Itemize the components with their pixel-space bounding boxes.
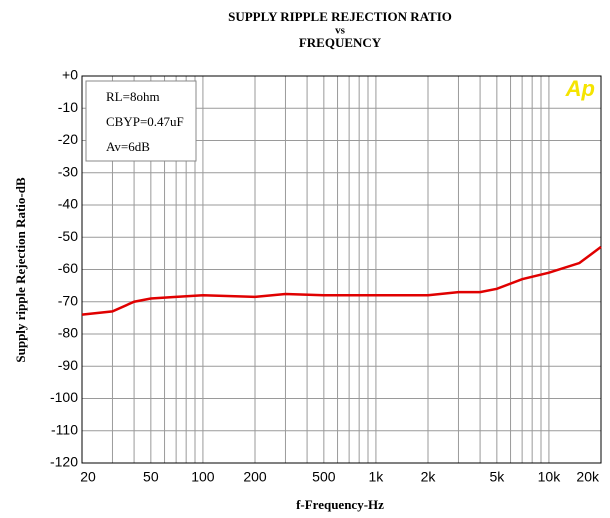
annotation: CBYP=0.47uF — [106, 114, 184, 129]
y-tick-label: -70 — [58, 292, 78, 308]
y-tick-label: -20 — [58, 131, 78, 147]
x-tick-label: 5k — [489, 469, 505, 485]
y-tick-label: -80 — [58, 325, 78, 341]
y-tick-label: -40 — [58, 196, 78, 212]
annotation: Av=6dB — [106, 139, 150, 154]
y-tick-label: -120 — [50, 454, 78, 470]
y-tick-label: -110 — [51, 421, 78, 437]
y-tick-label: -50 — [58, 228, 78, 244]
x-tick-label: 10k — [538, 469, 562, 485]
x-tick-label: 1k — [369, 469, 385, 485]
data-line — [81, 245, 602, 316]
x-tick-label: 2k — [421, 469, 437, 485]
y-tick-label: -90 — [58, 357, 78, 373]
chart-title: SUPPLY RIPPLE REJECTION RATIO — [228, 9, 452, 24]
x-tick-label: 20 — [80, 469, 96, 485]
y-tick-label: -10 — [58, 99, 78, 115]
annotation-box — [85, 80, 197, 162]
chart-title: FREQUENCY — [299, 35, 382, 50]
x-axis-label: f-Frequency-Hz — [296, 497, 384, 512]
annotation: RL=8ohm — [106, 89, 160, 104]
x-tick-label: 200 — [243, 469, 267, 485]
x-tick-label: 20k — [576, 469, 600, 485]
y-axis-label: Supply ripple Rejection Ratio-dB — [13, 177, 28, 363]
y-tick-label: +0 — [62, 67, 78, 83]
x-tick-label: 100 — [191, 469, 215, 485]
plot-frame — [81, 75, 602, 464]
x-tick-label: 500 — [312, 469, 336, 485]
y-tick-label: -100 — [50, 389, 78, 405]
x-tick-label: 50 — [143, 469, 159, 485]
y-tick-label: -60 — [58, 260, 78, 276]
chart-title: vs — [335, 25, 346, 37]
logo: Ap — [565, 76, 595, 101]
y-tick-label: -30 — [58, 163, 78, 179]
